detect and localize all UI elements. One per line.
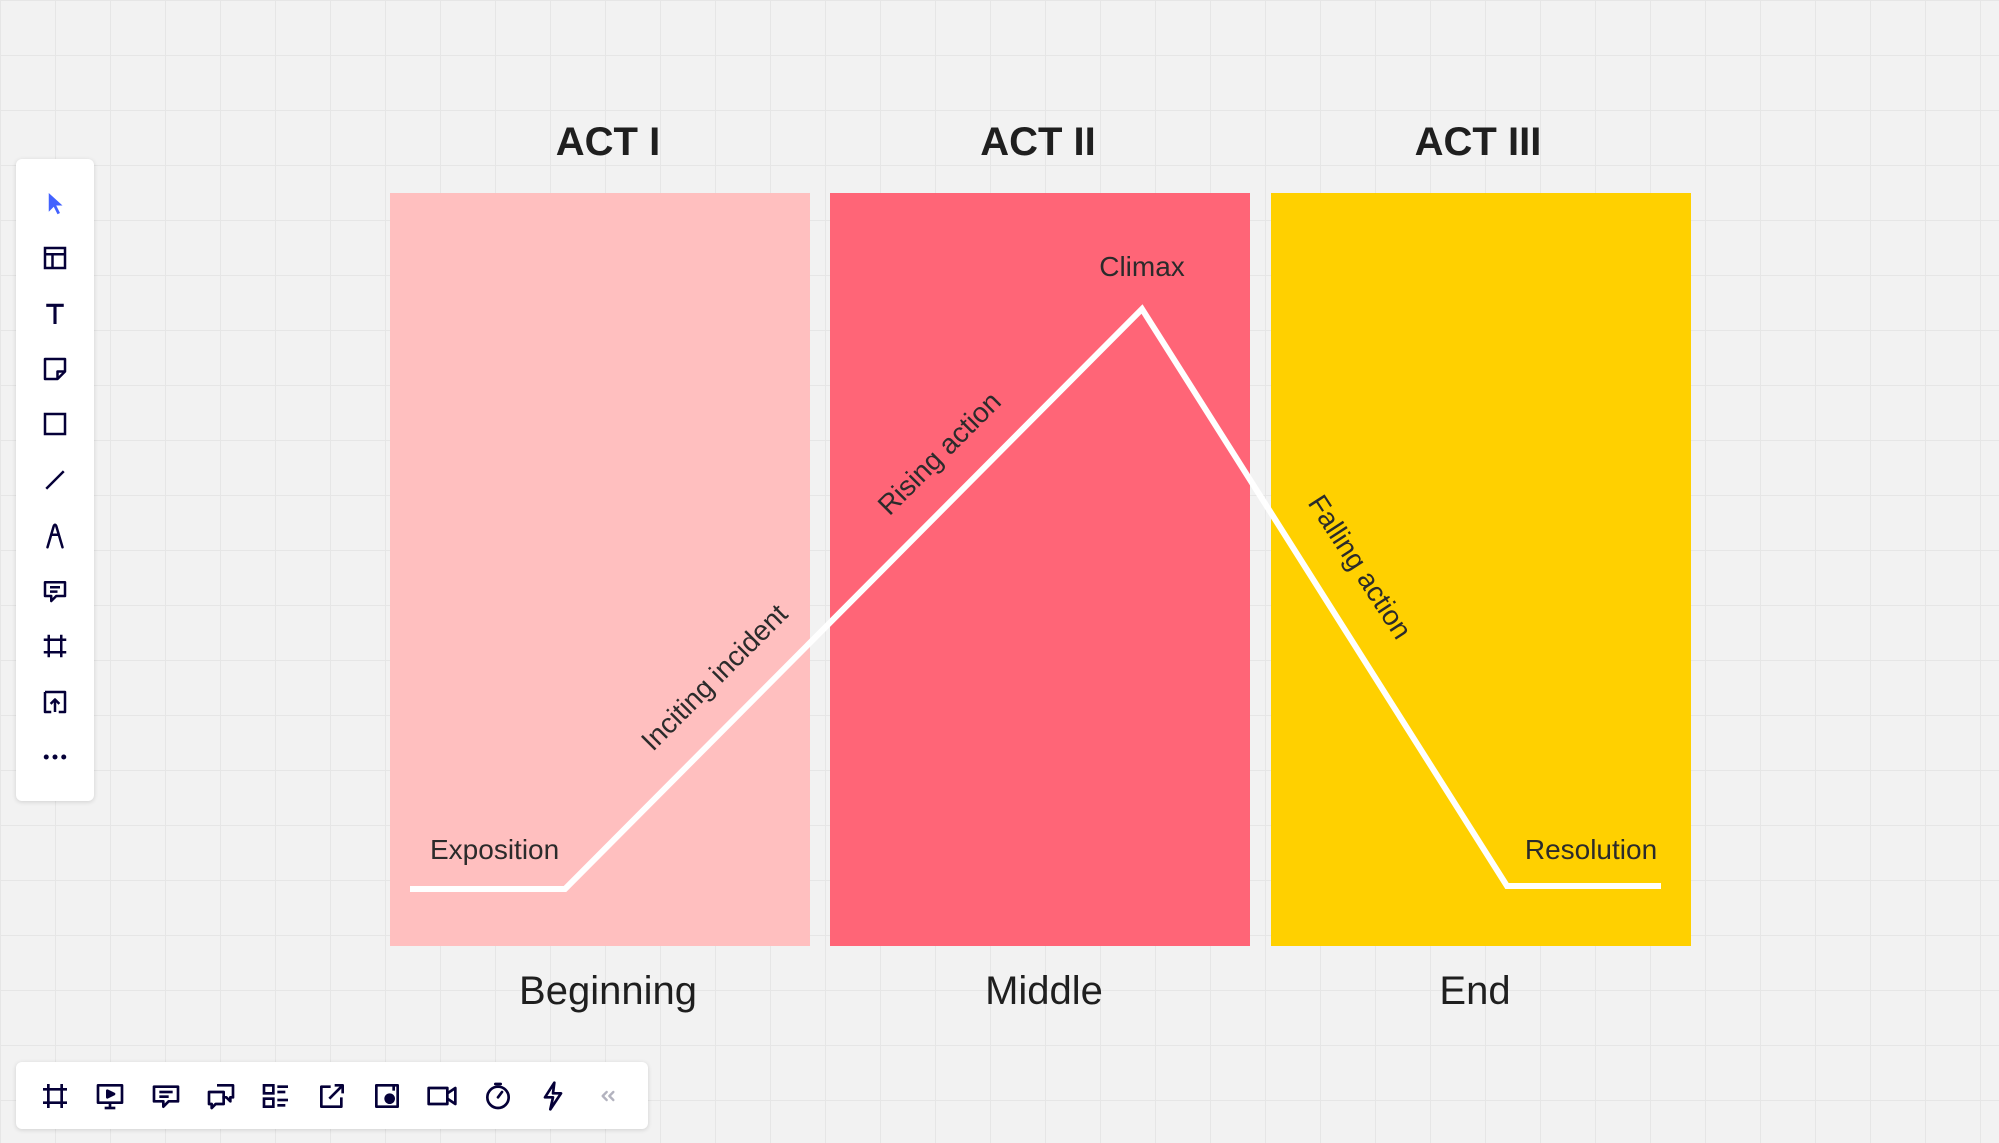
comments-icon: [152, 1085, 180, 1108]
collaboration-toolbar: [16, 1062, 648, 1129]
act-3-panel[interactable]: [1271, 193, 1691, 946]
climax-label[interactable]: Climax: [1099, 251, 1185, 282]
comment-icon: [43, 581, 67, 603]
act-3-heading[interactable]: ACT III: [1415, 120, 1542, 164]
act-2-panel[interactable]: [830, 193, 1250, 946]
creation-toolbar: [16, 159, 94, 801]
more-tools-button[interactable]: [35, 737, 75, 777]
act-1-panel[interactable]: [390, 193, 810, 946]
beginning-label[interactable]: Beginning: [519, 969, 697, 1013]
line-tool[interactable]: [35, 460, 75, 500]
more-icon: [43, 754, 67, 760]
rectangle-shape-icon: [43, 412, 67, 436]
upload-tool[interactable]: [35, 682, 75, 722]
shape-tool[interactable]: [35, 404, 75, 444]
resolution-label[interactable]: Resolution: [1525, 834, 1657, 865]
card-list-button[interactable]: [255, 1075, 297, 1117]
video-call-icon: [427, 1086, 457, 1106]
act-1-heading[interactable]: ACT I: [556, 120, 660, 164]
sticky-note-icon: [43, 357, 67, 381]
text-icon: [46, 303, 64, 324]
screen-record-button[interactable]: [366, 1075, 408, 1117]
collapse-icon: [601, 1090, 615, 1102]
frame-icon: [43, 634, 67, 658]
comments-button[interactable]: [145, 1075, 187, 1117]
presentation-button[interactable]: [89, 1075, 131, 1117]
share-icon: [320, 1084, 344, 1108]
chat-icon: [207, 1084, 235, 1110]
text-tool[interactable]: [35, 294, 75, 334]
templates-tool[interactable]: [35, 238, 75, 278]
card-list-icon: [262, 1084, 288, 1108]
pen-tool[interactable]: [35, 516, 75, 556]
timer-button[interactable]: [477, 1075, 519, 1117]
pen-icon: [46, 523, 64, 549]
end-label[interactable]: End: [1439, 969, 1510, 1013]
templates-icon: [43, 246, 67, 270]
presentation-icon: [96, 1084, 124, 1110]
act-2-heading[interactable]: ACT II: [980, 120, 1096, 164]
frame-tool[interactable]: [35, 626, 75, 666]
lightning-icon: [543, 1081, 563, 1111]
comment-tool[interactable]: [35, 571, 75, 611]
sticky-note-tool[interactable]: [35, 349, 75, 389]
middle-label[interactable]: Middle: [985, 969, 1103, 1013]
frames-icon: [43, 1084, 67, 1108]
frames-button[interactable]: [34, 1075, 76, 1117]
story-arc-line[interactable]: [410, 304, 1661, 892]
select-tool[interactable]: [35, 183, 75, 223]
share-button[interactable]: [311, 1075, 353, 1117]
collapse-toolbar-button[interactable]: [587, 1075, 629, 1117]
timer-icon: [486, 1082, 510, 1110]
exposition-label[interactable]: Exposition: [430, 834, 559, 865]
screen-record-icon: [375, 1084, 399, 1108]
video-call-button[interactable]: [421, 1075, 463, 1117]
line-icon: [45, 470, 65, 490]
chat-button[interactable]: [200, 1075, 242, 1117]
upload-icon: [43, 690, 67, 714]
pointer-icon: [48, 193, 63, 215]
lightning-button[interactable]: [532, 1075, 574, 1117]
